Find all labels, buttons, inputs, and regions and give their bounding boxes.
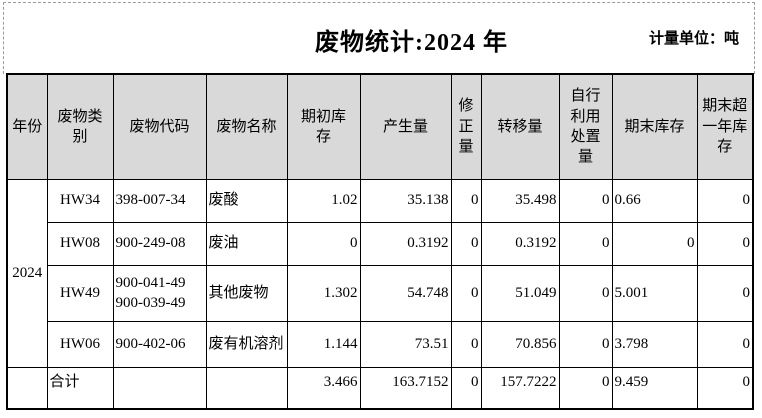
header-transferred-amount: 转移量 bbox=[480, 73, 560, 180]
header-opening-stock: 期初库 存 bbox=[286, 73, 361, 180]
header-waste-category: 废物类 别 bbox=[46, 73, 114, 180]
header-closing-stock: 期末库存 bbox=[611, 73, 698, 180]
print-boundary-right bbox=[754, 2, 755, 74]
cell-closing: 5.001 bbox=[611, 264, 698, 322]
cell-opening: 1.02 bbox=[286, 178, 361, 223]
cell-correction: 0 bbox=[450, 178, 482, 223]
cell-category: HW06 bbox=[46, 320, 114, 368]
cell-correction: 0 bbox=[450, 221, 482, 266]
cell-code: 398-007-34 bbox=[112, 178, 207, 223]
cell-category: HW08 bbox=[46, 221, 114, 266]
cell-correction: 0 bbox=[450, 366, 482, 410]
cell-closing: 0.66 bbox=[611, 178, 698, 223]
cell-total-label: 合计 bbox=[46, 366, 114, 410]
header-over-one-year-stock: 期末超 一年库 存 bbox=[696, 73, 754, 180]
cell-closing: 3.798 bbox=[611, 320, 698, 368]
cell-code: 900-041-49 900-039-49 bbox=[112, 264, 207, 322]
cell-self-disposal: 0 bbox=[558, 366, 613, 410]
cell-over-year: 0 bbox=[696, 366, 754, 410]
cell-transferred: 0.3192 bbox=[480, 221, 560, 266]
cell-code: 900-402-06 bbox=[112, 320, 207, 368]
cell-generated: 54.748 bbox=[359, 264, 452, 322]
page-title: 废物统计:2024 年 bbox=[314, 30, 508, 56]
header-waste-name: 废物名称 bbox=[205, 73, 288, 180]
cell-self-disposal: 0 bbox=[558, 178, 613, 223]
table-total-row: 合计 3.466 163.7152 0 157.7222 0 9.459 0 bbox=[6, 366, 754, 410]
cell-name: 废酸 bbox=[205, 178, 288, 223]
table-row: HW06 900-402-06 废有机溶剂 1.144 73.51 0 70.8… bbox=[7, 320, 754, 368]
header-waste-code: 废物代码 bbox=[112, 73, 207, 180]
cell-category: HW34 bbox=[46, 178, 114, 223]
table-row: HW08 900-249-08 废油 0 0.3192 0 0.3192 0 0… bbox=[7, 221, 754, 266]
cell-opening: 3.466 bbox=[286, 366, 361, 410]
cell-over-year: 0 bbox=[696, 320, 754, 368]
cell-opening: 1.144 bbox=[286, 320, 361, 368]
cell-self-disposal: 0 bbox=[558, 320, 613, 368]
cell-year: 2024 bbox=[6, 178, 48, 368]
cell-over-year: 0 bbox=[696, 264, 754, 322]
cell-code-empty bbox=[112, 366, 207, 410]
cell-transferred: 35.498 bbox=[480, 178, 560, 223]
cell-transferred: 51.049 bbox=[480, 264, 560, 322]
cell-transferred: 157.7222 bbox=[480, 366, 560, 410]
cell-code: 900-249-08 bbox=[112, 221, 207, 266]
cell-name: 废油 bbox=[205, 221, 288, 266]
table-header-row: 年份 废物类 别 废物代码 废物名称 期初库 存 产生量 修 正 量 转移量 自… bbox=[6, 73, 754, 180]
cell-name-empty bbox=[205, 366, 288, 410]
cell-generated: 163.7152 bbox=[359, 366, 452, 410]
cell-opening: 1.302 bbox=[286, 264, 361, 322]
cell-self-disposal: 0 bbox=[558, 264, 613, 322]
cell-generated: 0.3192 bbox=[359, 221, 452, 266]
header-self-disposal-amount: 自行 利用 处置 量 bbox=[558, 73, 613, 180]
header-year: 年份 bbox=[6, 73, 48, 180]
cell-name: 废有机溶剂 bbox=[205, 320, 288, 368]
cell-correction: 0 bbox=[450, 320, 482, 368]
cell-opening: 0 bbox=[286, 221, 361, 266]
cell-year-empty bbox=[6, 366, 48, 410]
table-row: 2024 HW34 398-007-34 废酸 1.02 35.138 0 35… bbox=[6, 178, 754, 368]
cell-correction: 0 bbox=[450, 264, 482, 322]
cell-over-year: 0 bbox=[696, 221, 754, 266]
table-row: HW49 900-041-49 900-039-49 其他废物 1.302 54… bbox=[7, 264, 754, 322]
cell-over-year: 0 bbox=[696, 178, 754, 223]
cell-self-disposal: 0 bbox=[558, 221, 613, 266]
print-boundary-left bbox=[3, 2, 4, 74]
print-boundary-top bbox=[3, 2, 755, 3]
cell-name: 其他废物 bbox=[205, 264, 288, 322]
cell-generated: 73.51 bbox=[359, 320, 452, 368]
cell-closing: 9.459 bbox=[611, 366, 698, 410]
header-generated-amount: 产生量 bbox=[359, 73, 452, 180]
cell-generated: 35.138 bbox=[359, 178, 452, 223]
waste-statistics-table: 年份 废物类 别 废物代码 废物名称 期初库 存 产生量 修 正 量 转移量 自… bbox=[6, 73, 754, 410]
unit-label: 计量单位：吨 bbox=[648, 30, 739, 47]
header-correction-amount: 修 正 量 bbox=[450, 73, 482, 180]
cell-closing: 0 bbox=[611, 221, 698, 266]
cell-category: HW49 bbox=[46, 264, 114, 322]
cell-transferred: 70.856 bbox=[480, 320, 560, 368]
